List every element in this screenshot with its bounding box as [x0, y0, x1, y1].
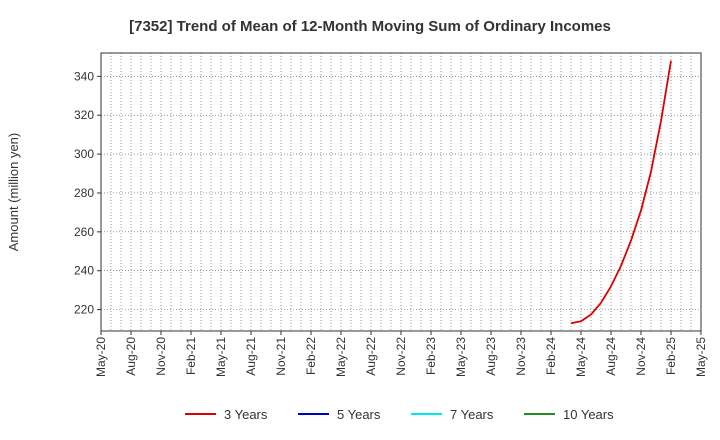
- legend-label: 10 Years: [563, 407, 614, 422]
- x-tick-label: May-25: [694, 337, 708, 377]
- y-tick-label: 280: [74, 186, 94, 200]
- x-tick-label: May-22: [334, 337, 348, 377]
- series-layer: [570, 60, 672, 325]
- y-tick-label: 260: [74, 225, 94, 239]
- y-tick-label: 300: [74, 147, 94, 161]
- x-tick-label: May-24: [574, 337, 588, 377]
- legend: 3 Years 5 Years 7 Years 10 Years: [185, 407, 614, 422]
- x-tick-label: Nov-20: [154, 337, 168, 376]
- x-tick-label: Feb-25: [664, 337, 678, 375]
- y-tick-label: 240: [74, 264, 94, 278]
- x-tick-label: Nov-24: [634, 337, 648, 376]
- y-axis: 220 240 260 280 300 320 340: [74, 69, 101, 317]
- chart-title: [7352] Trend of Mean of 12-Month Moving …: [129, 18, 611, 35]
- y-tick-label: 340: [74, 69, 94, 83]
- x-tick-label: Aug-21: [244, 337, 258, 376]
- x-tick-label: Aug-24: [604, 337, 618, 376]
- x-tick-label: Feb-24: [544, 337, 558, 375]
- grid: [101, 53, 701, 331]
- x-tick-label: Feb-21: [184, 337, 198, 375]
- series-line-3-years: [570, 60, 672, 325]
- y-tick-label: 320: [74, 108, 94, 122]
- x-tick-label: May-20: [94, 337, 108, 377]
- x-tick-label: Feb-23: [424, 337, 438, 375]
- x-tick-label: Aug-23: [484, 337, 498, 376]
- legend-label: 3 Years: [224, 407, 268, 422]
- x-tick-label: Nov-23: [514, 337, 528, 376]
- legend-label: 7 Years: [450, 407, 494, 422]
- x-tick-label: Aug-22: [364, 337, 378, 376]
- x-tick-label: Aug-20: [124, 337, 138, 376]
- x-axis: May-20 Aug-20 Nov-20 Feb-21 May-21 Aug-21 Nov-…: [94, 331, 708, 377]
- y-tick-label: 220: [74, 303, 94, 317]
- y-axis-label: Amount (million yen): [6, 133, 21, 252]
- x-tick-label: May-21: [214, 337, 228, 377]
- x-tick-label: Nov-22: [394, 337, 408, 376]
- x-tick-label: May-23: [454, 337, 468, 377]
- x-tick-label: Nov-21: [274, 337, 288, 376]
- x-tick-label: Feb-22: [304, 337, 318, 375]
- legend-label: 5 Years: [337, 407, 381, 422]
